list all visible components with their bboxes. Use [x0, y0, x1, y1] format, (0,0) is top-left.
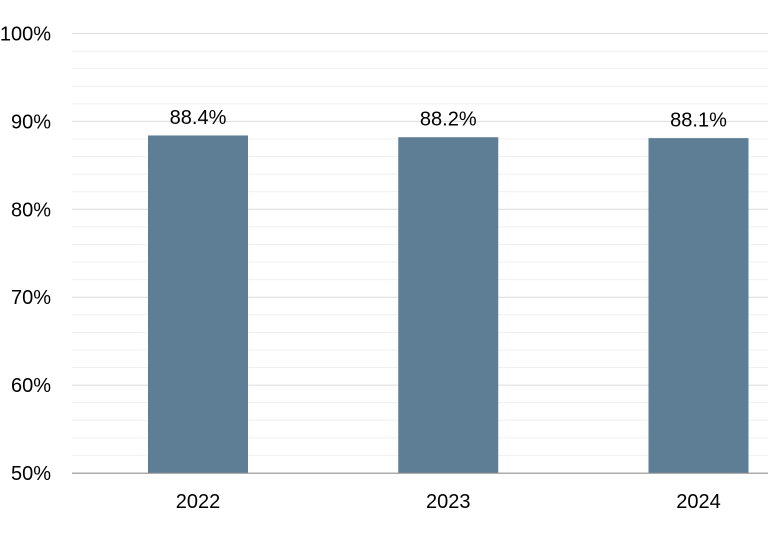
y-tick-label: 70% [11, 287, 51, 309]
bar-2024 [648, 138, 749, 473]
x-category-label: 2023 [426, 491, 471, 513]
y-tick-label: 50% [11, 463, 51, 485]
bar-value-label: 88.2% [420, 109, 477, 131]
bar-2022 [148, 135, 248, 474]
y-tick-label: 90% [11, 111, 51, 133]
bar-value-label: 88.1% [670, 110, 727, 132]
bar-2023 [398, 137, 499, 474]
y-tick-label: 100% [0, 24, 51, 46]
x-category-label: 2022 [176, 491, 221, 513]
y-tick-label: 60% [11, 375, 51, 397]
y-tick-label: 80% [11, 199, 51, 221]
x-category-label: 2024 [676, 491, 721, 513]
bar-value-label: 88.4% [170, 107, 227, 129]
